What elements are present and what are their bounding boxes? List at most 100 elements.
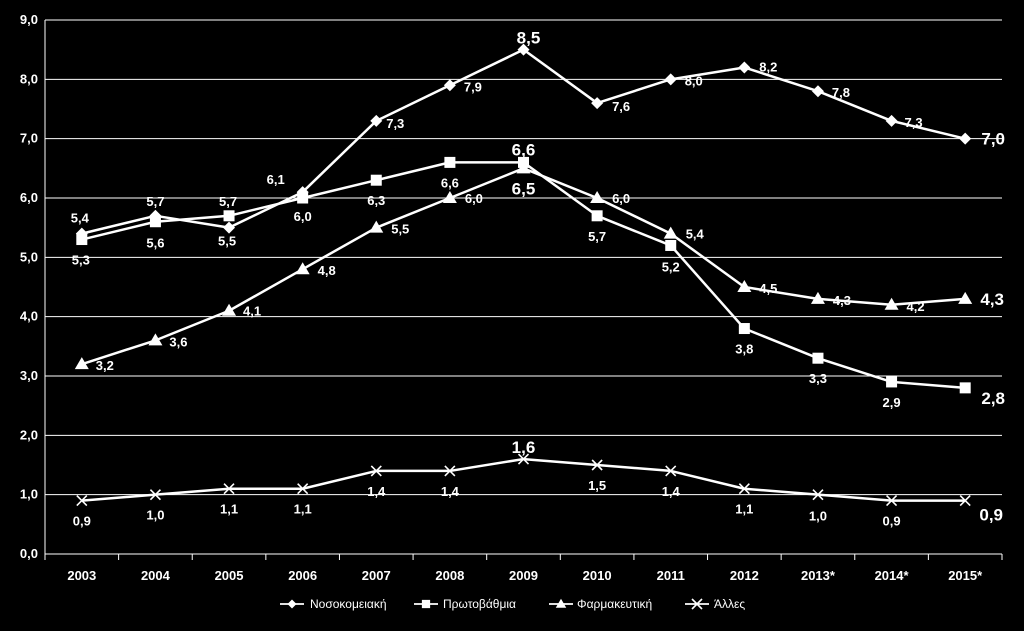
y-tick-label: 4,0 <box>20 309 38 324</box>
hospital-point <box>811 85 824 98</box>
primary-point <box>149 216 161 228</box>
other-point <box>370 465 382 477</box>
data-labels: 5,4 5,7 5,5 6,1 7,3 7,9 8,5 7,6 8,0 8,2 7,8 7,3 7,0 5… <box>71 29 1005 529</box>
other-point <box>738 483 750 495</box>
other-point <box>665 465 677 477</box>
x-tick-label: 2015* <box>948 568 983 583</box>
hospital-data-label: 5,5 <box>218 234 236 249</box>
primary-point <box>297 192 309 204</box>
pharma-point <box>663 226 678 239</box>
hospital-point <box>738 61 751 74</box>
other-point <box>517 453 530 465</box>
hospital-data-label: 7,9 <box>464 79 482 94</box>
other-data-label: 1,0 <box>809 509 827 524</box>
y-tick-label: 8,0 <box>20 71 38 86</box>
primary-data-label: 5,7 <box>219 194 237 209</box>
other-data-label: 1,4 <box>367 484 386 499</box>
hospital-data-label: 5,4 <box>71 211 90 226</box>
pharma-data-label: 4,2 <box>907 299 925 314</box>
pharma-data-label: 6,0 <box>465 191 483 206</box>
x-tick-label: 2013* <box>801 568 836 583</box>
primary-data-label: 5,7 <box>588 229 606 244</box>
pharma-data-label: 4,3 <box>980 290 1004 309</box>
y-tick-label: 7,0 <box>20 131 38 146</box>
hospital-data-label: 7,0 <box>981 130 1005 149</box>
legend-label: Άλλες <box>714 597 745 611</box>
hospital-data-label: 8,0 <box>685 73 703 88</box>
y-tick-label: 2,0 <box>20 427 38 442</box>
pharma-point <box>516 161 531 174</box>
pharma-data-label: 4,3 <box>833 293 851 308</box>
x-tick-label: 2008 <box>435 568 464 583</box>
y-tick-label: 0,0 <box>20 546 38 561</box>
other-data-label: 1,6 <box>512 438 536 457</box>
legend-item-other: Άλλες <box>685 597 745 611</box>
legend-label: Πρωτοβάθμια <box>443 597 516 611</box>
pharma-data-label: 4,8 <box>318 263 336 278</box>
legend-label: Νοσοκομειακή <box>310 597 387 611</box>
primary-point <box>370 174 382 186</box>
hospital-data-label: 5,7 <box>146 194 164 209</box>
x-tick-label: 2004 <box>141 568 171 583</box>
x-tick-label: 2010 <box>583 568 612 583</box>
hospital-point <box>664 73 677 86</box>
x-tick-label: 2012 <box>730 568 759 583</box>
primary-point <box>738 323 750 335</box>
pharma-point <box>810 291 825 304</box>
y-tick-label: 9,0 <box>20 12 38 27</box>
gridlines <box>45 19 1002 496</box>
other-data-label: 1,4 <box>441 484 460 499</box>
other-data-label: 1,5 <box>588 478 606 493</box>
other-point <box>959 495 971 507</box>
other-data-label: 0,9 <box>979 506 1003 525</box>
hospital-point <box>517 43 530 56</box>
hospital-point <box>591 97 604 110</box>
hospital-data-label: 6,1 <box>267 172 285 187</box>
hospital-data-label: 7,3 <box>905 115 923 130</box>
legend-marker-x <box>691 598 703 610</box>
x-tick-label: 2011 <box>657 568 685 583</box>
legend-marker-diamond <box>287 599 297 609</box>
y-tick-label: 1,0 <box>20 487 38 502</box>
pharma-point <box>442 191 457 203</box>
legend-marker-triangle <box>555 598 567 608</box>
primary-data-label: 6,6 <box>512 140 536 159</box>
legend-marker-square <box>421 599 431 609</box>
legend-item-pharma: Φαρμακευτική <box>549 597 652 611</box>
x-tick-label: 2007 <box>362 568 391 583</box>
other-point <box>223 483 235 495</box>
primary-point <box>959 382 971 394</box>
primary-data-label: 5,6 <box>146 236 164 251</box>
primary-point <box>886 376 898 388</box>
pharma-point <box>222 303 237 316</box>
other-point <box>297 483 309 495</box>
hospital-point <box>370 114 383 127</box>
primary-point <box>591 210 603 222</box>
primary-point <box>665 239 677 251</box>
legend-label: Φαρμακευτική <box>577 597 652 611</box>
pharma-data-label: 4,1 <box>243 304 261 319</box>
pharma-point <box>148 333 163 346</box>
primary-point <box>76 234 88 246</box>
other-data-label: 0,9 <box>73 514 91 529</box>
pharma-data-label: 5,5 <box>391 222 409 237</box>
axes: 0,0 1,0 2,0 3,0 4,0 5,0 6,0 7,0 8,0 9,0 2003 2004 20… <box>20 12 1003 583</box>
hospital-point <box>443 79 456 92</box>
other-data-label: 1,4 <box>662 484 681 499</box>
primary-data-label: 5,2 <box>662 259 680 274</box>
primary-data-label: 5,3 <box>72 253 90 268</box>
y-tick-label: 5,0 <box>20 249 38 264</box>
pharma-data-label: 6,5 <box>512 179 536 198</box>
hospital-point <box>885 114 898 127</box>
hospital-data-label: 7,6 <box>612 99 630 114</box>
primary-point <box>812 352 824 364</box>
other-data-label: 1,0 <box>146 508 164 523</box>
pharma-point <box>74 357 89 370</box>
other-point <box>886 495 898 507</box>
other-point <box>444 465 456 477</box>
hospital-data-label: 8,2 <box>759 59 777 74</box>
legend: Νοσοκομειακή Πρωτοβάθμια Φαρμακευτική Άλλες <box>280 597 745 611</box>
hospital-point <box>223 221 236 234</box>
primary-data-label: 6,0 <box>294 209 312 224</box>
